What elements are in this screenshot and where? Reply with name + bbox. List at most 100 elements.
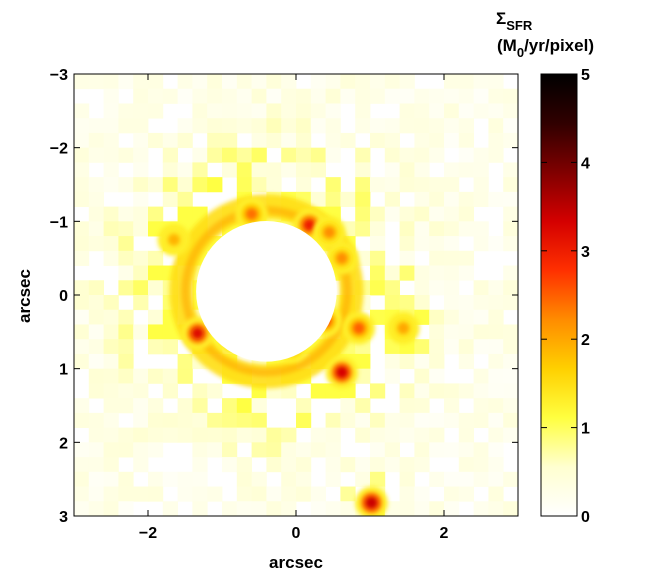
heatmap-cell bbox=[414, 206, 430, 222]
heatmap-cell bbox=[177, 471, 193, 487]
heatmap-cell bbox=[458, 162, 474, 178]
heatmap-cell bbox=[192, 74, 208, 90]
heatmap-cell bbox=[399, 118, 415, 134]
heatmap-cell bbox=[103, 398, 119, 414]
heatmap-cell bbox=[355, 118, 371, 134]
colorbar-tick-label: 5 bbox=[581, 67, 590, 84]
y-axis-ticks: −3 −2 −1 0 1 2 3 bbox=[50, 67, 518, 526]
heatmap-cell bbox=[488, 427, 504, 443]
heatmap-cell bbox=[236, 162, 252, 178]
heatmap-cell bbox=[503, 353, 518, 370]
heatmap-cell bbox=[414, 265, 430, 281]
heatmap-cell bbox=[384, 427, 400, 443]
heatmap-cell bbox=[236, 118, 252, 134]
heatmap-cell bbox=[370, 250, 386, 266]
heatmap-cell bbox=[414, 368, 430, 384]
heatmap-cell bbox=[74, 221, 90, 237]
heatmap-cell bbox=[473, 191, 489, 207]
heatmap-cell bbox=[74, 147, 90, 163]
heatmap-cell bbox=[74, 177, 90, 193]
heatmap-cell bbox=[473, 398, 489, 414]
heatmap-cell bbox=[340, 191, 356, 207]
heatmap-cell bbox=[473, 103, 489, 119]
heatmap-cell bbox=[488, 280, 504, 296]
heatmap-cell bbox=[148, 471, 164, 487]
heatmap-cell bbox=[488, 147, 504, 163]
heatmap-cell bbox=[133, 295, 149, 311]
heatmap-cell bbox=[444, 103, 460, 119]
heatmap-cell bbox=[281, 74, 297, 90]
heatmap-cell bbox=[355, 368, 371, 384]
heatmap-cell bbox=[207, 88, 223, 104]
colorbar-frame bbox=[540, 73, 578, 517]
heatmap-cell bbox=[148, 103, 164, 119]
heatmap-cell bbox=[88, 280, 104, 296]
heatmap-cell bbox=[118, 74, 134, 90]
heatmap-cell bbox=[399, 471, 415, 487]
heatmap-cell bbox=[488, 103, 504, 119]
heatmap-cell bbox=[266, 457, 282, 473]
heatmap-cell bbox=[177, 132, 193, 149]
heatmap-cell bbox=[399, 103, 415, 119]
heatmap-cell bbox=[251, 118, 267, 134]
heatmap-cell bbox=[414, 442, 430, 458]
heatmap-cell bbox=[177, 427, 193, 443]
heatmap-cell bbox=[325, 132, 341, 149]
heatmap-cell bbox=[503, 177, 518, 193]
heatmap-cell bbox=[251, 501, 267, 516]
heatmap-cell bbox=[340, 88, 356, 104]
heatmap-cell bbox=[488, 132, 504, 149]
heatmap-cell bbox=[118, 177, 134, 193]
heatmap-cell bbox=[192, 412, 208, 428]
heatmap-cell bbox=[118, 236, 134, 252]
heatmap-cell bbox=[399, 427, 415, 443]
heatmap-cell bbox=[222, 427, 238, 443]
heatmap-cell bbox=[103, 236, 119, 252]
heatmap-cell bbox=[429, 147, 445, 163]
heatmap-cell bbox=[177, 191, 193, 207]
heatmap-cell bbox=[384, 442, 400, 458]
heatmap-cell bbox=[488, 74, 504, 90]
heatmap-cell bbox=[355, 88, 371, 104]
heatmap-cell bbox=[133, 177, 149, 193]
heatmap-cell bbox=[473, 501, 489, 516]
heatmap-cell bbox=[444, 118, 460, 134]
heatmap-cell bbox=[103, 368, 119, 384]
heatmap-cell bbox=[148, 398, 164, 414]
heatmap-cell bbox=[310, 147, 326, 163]
heatmap-cell bbox=[222, 412, 238, 428]
hotspot bbox=[325, 356, 359, 389]
heatmap-cell bbox=[399, 398, 415, 414]
x-tick-label: 0 bbox=[292, 525, 301, 542]
heatmap-cell bbox=[370, 280, 386, 296]
heatmap-cell bbox=[414, 295, 430, 311]
heatmap-cell bbox=[236, 471, 252, 487]
heatmap-cell bbox=[384, 118, 400, 134]
heatmap-cell bbox=[88, 368, 104, 384]
heatmap-cell bbox=[192, 471, 208, 487]
heatmap-cell bbox=[192, 103, 208, 119]
heatmap-cell bbox=[414, 457, 430, 473]
heatmap-cell bbox=[355, 177, 371, 193]
heatmap-cell bbox=[355, 206, 371, 222]
heatmap-cell bbox=[133, 74, 149, 90]
heatmap-cell bbox=[310, 442, 326, 458]
heatmap-cell bbox=[429, 471, 445, 487]
heatmap-cell bbox=[399, 236, 415, 252]
heatmap-cell bbox=[207, 412, 223, 428]
hotspot-layer bbox=[335, 366, 348, 379]
heatmap-cell bbox=[488, 309, 504, 325]
heatmap-cell bbox=[444, 88, 460, 104]
heatmap-cell bbox=[384, 132, 400, 149]
heatmap-cell bbox=[414, 339, 430, 355]
heatmap-cell bbox=[74, 501, 90, 516]
heatmap-cell bbox=[118, 486, 134, 502]
heatmap-cell bbox=[133, 132, 149, 149]
heatmap-area bbox=[74, 74, 518, 516]
heatmap-cell bbox=[414, 177, 430, 193]
heatmap-cell bbox=[281, 427, 297, 443]
heatmap-cell bbox=[88, 236, 104, 252]
heatmap-cell bbox=[488, 353, 504, 370]
y-tick-label: −2 bbox=[50, 141, 68, 158]
heatmap-cell bbox=[88, 442, 104, 458]
